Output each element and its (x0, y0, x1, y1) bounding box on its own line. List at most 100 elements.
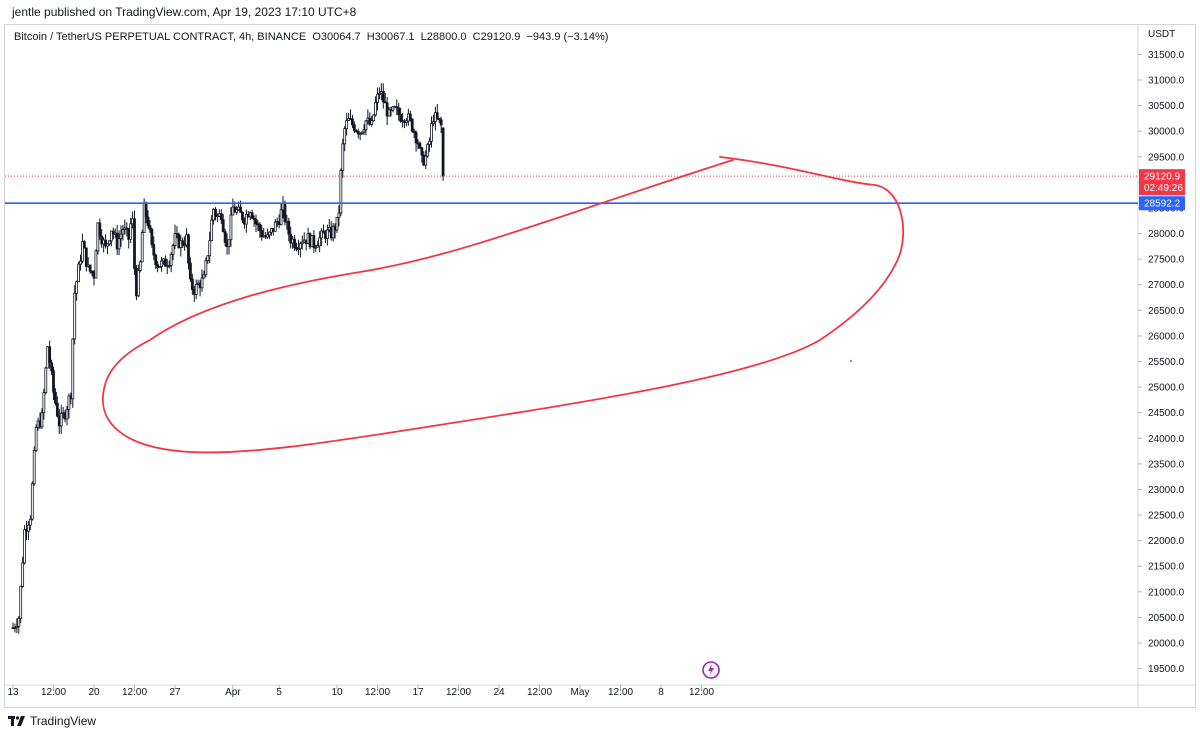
candle (349, 109, 352, 120)
y-tick-label: 26500.0 (1148, 306, 1185, 317)
x-tick-label: 12:00 (122, 687, 147, 698)
y-tick-label: 21000.0 (1148, 587, 1185, 598)
y-tick-label: 30000.0 (1148, 127, 1185, 138)
candle (403, 118, 406, 129)
candle (221, 214, 225, 233)
candle-body (150, 228, 154, 245)
x-tick-label: 12:00 (689, 687, 714, 698)
candle-body (399, 114, 403, 122)
candle (148, 220, 152, 233)
candle-body (79, 260, 82, 265)
candle-body (244, 213, 248, 225)
candle (376, 87, 379, 111)
candle (169, 252, 173, 273)
candle (138, 260, 142, 273)
candle-body (383, 101, 387, 104)
candle (67, 393, 71, 419)
candle-body (414, 132, 418, 144)
candle (17, 615, 21, 634)
candle-body (55, 402, 59, 417)
candle-body (428, 140, 431, 145)
candle (208, 231, 212, 264)
candle (378, 87, 381, 100)
candle-body (374, 102, 377, 116)
candle (337, 205, 341, 227)
y-tick-label: 31500.0 (1148, 50, 1185, 61)
candle-body (343, 128, 347, 145)
candle (21, 556, 25, 588)
candle-body (424, 155, 428, 166)
candle-body (351, 118, 354, 126)
candle (428, 137, 431, 152)
candle-body (341, 143, 345, 171)
candle (266, 228, 269, 239)
candle (54, 388, 57, 406)
candle (210, 215, 214, 242)
candle-body (405, 120, 408, 123)
candle-body (426, 143, 430, 157)
candle (414, 130, 418, 152)
candle (59, 404, 63, 434)
candle-body (44, 367, 48, 393)
candle (167, 260, 171, 269)
candle (140, 229, 144, 263)
candle (48, 340, 52, 369)
candle (109, 230, 113, 247)
candle-body (73, 292, 77, 340)
candle (79, 254, 82, 271)
candle (84, 247, 88, 272)
candle-body (109, 230, 113, 242)
candle (44, 366, 48, 395)
candle-body (175, 233, 179, 235)
candle (82, 240, 86, 249)
candle-body (408, 113, 412, 120)
y-tick-label: 25000.0 (1148, 383, 1185, 394)
chart-frame[interactable] (4, 24, 1196, 708)
candle (19, 585, 23, 624)
candle (81, 233, 84, 264)
candle-body (54, 391, 57, 404)
candle-body (84, 247, 88, 267)
candle-body (104, 239, 107, 247)
candle-body (358, 132, 362, 135)
x-tick-label: 12:00 (41, 687, 66, 698)
candle-body (297, 248, 300, 251)
candle-body (279, 209, 283, 226)
x-tick-label: 12:00 (446, 687, 471, 698)
y-tick-label: 27000.0 (1148, 280, 1185, 291)
candle (136, 264, 140, 298)
footer-brand[interactable]: TradingView (8, 712, 96, 730)
legend-low: 28800.0 (426, 31, 467, 43)
candle (437, 117, 441, 124)
candle-body (140, 232, 144, 263)
candle (356, 128, 360, 139)
candle (395, 99, 399, 116)
candle (235, 206, 239, 215)
y-tick-label: 20000.0 (1148, 639, 1185, 650)
candle-body (227, 239, 231, 248)
x-tick-label: Apr (225, 687, 241, 698)
y-tick-label: 21500.0 (1148, 562, 1185, 573)
candle (399, 107, 403, 123)
candle (27, 521, 30, 541)
candle-body (378, 93, 381, 95)
candle-body (133, 218, 136, 269)
candle-body (138, 261, 142, 271)
candle (364, 120, 368, 136)
candle (314, 244, 318, 252)
drawing-dot (850, 360, 852, 362)
freehand-drawing (102, 156, 905, 454)
candle (339, 168, 343, 217)
candle-body (67, 395, 71, 411)
currency-label: USDT (1148, 29, 1175, 40)
candle-body (362, 129, 366, 133)
x-tick-label: 8 (658, 687, 664, 698)
y-tick-label: 22000.0 (1148, 536, 1185, 547)
y-tick-label: 23000.0 (1148, 485, 1185, 496)
candle-body (335, 216, 339, 231)
candle-body (189, 262, 192, 280)
candle-body (300, 241, 304, 245)
candle (439, 116, 443, 133)
candle-body (345, 120, 349, 130)
